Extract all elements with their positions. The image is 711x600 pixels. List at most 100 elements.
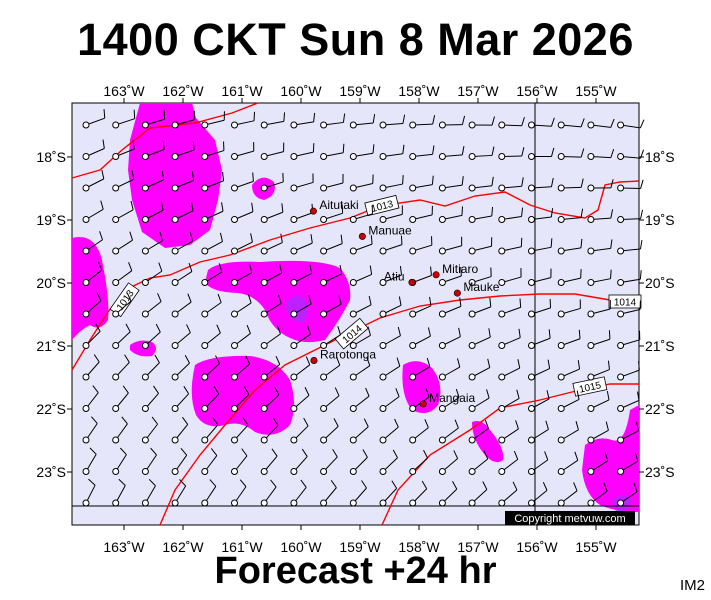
wind-barb	[528, 208, 554, 223]
wind-barb	[171, 416, 189, 444]
island-marker	[432, 271, 440, 279]
wind-barb	[320, 234, 343, 255]
wind-barb	[290, 173, 314, 192]
wind-barb	[290, 448, 308, 475]
wind-barb	[82, 231, 103, 255]
wind-barb	[379, 114, 406, 129]
wind-barb	[557, 269, 582, 286]
lon-label: 162˚W	[162, 539, 204, 555]
places: Aitutaki Manuae Atiu Mitiaro Mauke Rarotonga M…	[309, 198, 500, 408]
wind-barb	[201, 448, 218, 475]
wind-barb	[320, 113, 346, 129]
wind-barb	[320, 479, 337, 507]
wind-barb	[260, 325, 281, 349]
wind-barb	[617, 119, 645, 129]
wind-barb	[587, 269, 612, 286]
wind-barb	[201, 141, 225, 160]
wind-barb	[557, 178, 584, 192]
wind-barb	[231, 263, 253, 286]
rain-area	[191, 355, 294, 435]
wind-barb	[617, 421, 639, 444]
wind-barb	[112, 447, 127, 475]
wind-barb	[498, 298, 522, 318]
wind-barb	[528, 147, 555, 160]
wind-barb	[112, 416, 128, 444]
wind-barb	[617, 330, 641, 349]
copyright-text: Copyright metvuw.com	[514, 513, 625, 525]
wind-barb	[438, 236, 463, 255]
wind-barb	[498, 268, 522, 286]
wind-barb	[171, 262, 193, 286]
wind-barb	[82, 416, 98, 444]
wind-barb	[112, 478, 126, 507]
wind-barb	[379, 296, 402, 318]
image-code: IM2	[679, 577, 705, 594]
wind-barb	[349, 295, 372, 318]
wind-barb	[201, 386, 220, 412]
wind-barb	[349, 418, 369, 444]
wind-barb	[201, 263, 223, 286]
wind-barb	[557, 329, 581, 349]
wind-barb	[260, 386, 280, 412]
wind-barb	[349, 357, 371, 381]
wind-barb	[171, 324, 191, 349]
wind-barb	[171, 110, 195, 129]
wind-barb	[438, 176, 464, 192]
wind-barb	[528, 238, 553, 255]
wind-barb	[528, 117, 555, 129]
isobar-label: 1015	[572, 376, 608, 397]
wind-barb	[260, 294, 282, 318]
lat-label: 20˚S	[36, 275, 66, 291]
lat-label: 18˚S	[645, 149, 675, 165]
rain-area	[128, 103, 222, 248]
place-label: Rarotonga	[320, 347, 376, 361]
wind-barb	[171, 171, 195, 192]
wind-barb	[290, 417, 309, 444]
wind-barb	[617, 239, 643, 255]
lon-label: 157˚W	[457, 539, 499, 555]
lon-label: 163˚W	[103, 83, 145, 99]
lon-label: 155˚W	[575, 539, 617, 555]
wind-barb	[349, 265, 373, 286]
wind-barb	[141, 110, 166, 129]
lat-label: 21˚S	[36, 338, 66, 354]
wind-barb	[349, 449, 368, 475]
wind-barb	[320, 326, 341, 349]
copyright-box: Copyright metvuw.com	[505, 511, 635, 525]
wind-barb	[438, 450, 459, 475]
lon-label: 161˚W	[221, 83, 263, 99]
wind-barb	[290, 356, 311, 381]
wind-barb	[141, 478, 156, 507]
wind-barb	[112, 262, 133, 286]
wind-barb	[112, 140, 135, 160]
wind-barb	[201, 111, 225, 129]
wind-barb	[231, 202, 254, 223]
wind-barb	[349, 480, 367, 507]
place-label: Mauke	[463, 280, 499, 294]
lon-label: 160˚W	[280, 539, 322, 555]
wind-barb	[320, 356, 341, 381]
wind-barb	[171, 355, 190, 381]
wind-barb	[82, 354, 100, 381]
wind-barb	[141, 447, 157, 475]
wind-barb	[528, 420, 549, 444]
wind-barb	[409, 236, 433, 255]
wind-barb	[82, 447, 97, 475]
wind-barb	[528, 481, 548, 507]
rain-area	[582, 405, 639, 512]
wind-barb	[438, 115, 466, 129]
wind-barb	[617, 179, 644, 192]
wind-barb	[141, 293, 162, 318]
wind-barb	[260, 142, 285, 160]
wind-barb	[141, 323, 161, 349]
wind-barb	[290, 295, 312, 318]
wind-barb	[320, 387, 340, 412]
wind-barb	[468, 146, 495, 160]
lon-label: 157˚W	[457, 83, 499, 99]
island-marker	[310, 356, 318, 364]
wind-barb	[617, 361, 640, 381]
wind-barb	[528, 359, 551, 381]
wind-barb	[379, 235, 403, 255]
lon-label: 156˚W	[516, 539, 558, 555]
wind-barb	[112, 323, 131, 349]
